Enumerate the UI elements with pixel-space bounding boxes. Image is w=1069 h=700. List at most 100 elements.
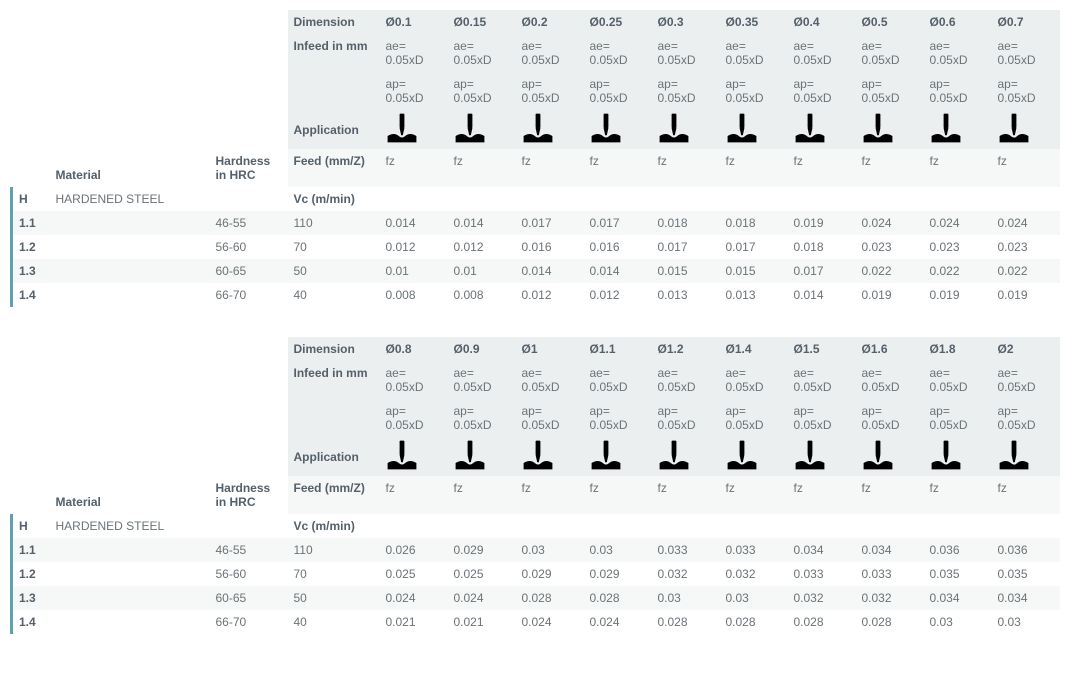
- infeed-ap: ap= 0.05xD: [856, 399, 924, 437]
- application-icon: [992, 110, 1060, 149]
- cell-fz: 0.023: [924, 235, 992, 259]
- application-icon: [992, 437, 1060, 476]
- cell-fz: 0.019: [856, 283, 924, 307]
- infeed-ap: ap= 0.05xD: [720, 72, 788, 110]
- cell-fz: 0.024: [924, 211, 992, 235]
- application-icon: [652, 437, 720, 476]
- label-infeed: Infeed in mm: [288, 34, 380, 110]
- infeed-ap: ap= 0.05xD: [788, 72, 856, 110]
- cell-fz: 0.028: [584, 586, 652, 610]
- label-hardness: Hardness in HRC: [210, 476, 288, 514]
- cell-fz: 0.03: [720, 586, 788, 610]
- cell-fz: 0.033: [720, 538, 788, 562]
- infeed-ae: ae= 0.05xD: [584, 361, 652, 399]
- col-diameter: Ø2: [992, 337, 1060, 361]
- cell-fz: 0.023: [992, 235, 1060, 259]
- table-row: 1.360-65500.010.010.0140.0140.0150.0150.…: [12, 259, 1060, 283]
- cell-fz: 0.023: [856, 235, 924, 259]
- row-vc: 40: [288, 610, 380, 634]
- col-diameter: Ø0.25: [584, 10, 652, 34]
- material-group-name: HARDENED STEEL: [50, 514, 210, 538]
- col-diameter: Ø0.35: [720, 10, 788, 34]
- col-diameter: Ø0.7: [992, 10, 1060, 34]
- cell-fz: 0.014: [448, 211, 516, 235]
- infeed-ap: ap= 0.05xD: [924, 399, 992, 437]
- cell-fz: 0.019: [788, 211, 856, 235]
- infeed-ae: ae= 0.05xD: [516, 361, 584, 399]
- cell-fz: 0.015: [720, 259, 788, 283]
- label-vc: Vc (m/min): [288, 514, 380, 538]
- application-icon: [720, 110, 788, 149]
- infeed-ae: ae= 0.05xD: [992, 34, 1060, 72]
- application-icon: [856, 437, 924, 476]
- cell-fz: 0.033: [652, 538, 720, 562]
- cell-fz: 0.018: [652, 211, 720, 235]
- col-diameter: Ø1.5: [788, 337, 856, 361]
- application-icon: [448, 437, 516, 476]
- row-vc: 40: [288, 283, 380, 307]
- col-fz: fz: [992, 149, 1060, 187]
- cell-fz: 0.024: [516, 610, 584, 634]
- cell-fz: 0.032: [856, 586, 924, 610]
- infeed-ae: ae= 0.05xD: [788, 361, 856, 399]
- application-icon: [856, 110, 924, 149]
- infeed-ap: ap= 0.05xD: [992, 399, 1060, 437]
- infeed-ap: ap= 0.05xD: [380, 72, 448, 110]
- label-material: Material: [50, 149, 210, 187]
- row-vc: 50: [288, 259, 380, 283]
- infeed-ae: ae= 0.05xD: [584, 34, 652, 72]
- cell-fz: 0.033: [788, 562, 856, 586]
- cell-fz: 0.012: [448, 235, 516, 259]
- infeed-ap: ap= 0.05xD: [992, 72, 1060, 110]
- cell-fz: 0.025: [380, 562, 448, 586]
- infeed-ae: ae= 0.05xD: [720, 34, 788, 72]
- infeed-ap: ap= 0.05xD: [584, 399, 652, 437]
- col-fz: fz: [652, 149, 720, 187]
- col-fz: fz: [788, 476, 856, 514]
- row-code: 1.1: [12, 211, 50, 235]
- cell-fz: 0.021: [448, 610, 516, 634]
- row-code: 1.4: [12, 610, 50, 634]
- cell-fz: 0.024: [856, 211, 924, 235]
- col-fz: fz: [992, 476, 1060, 514]
- row-hardness: 46-55: [210, 538, 288, 562]
- cell-fz: 0.03: [924, 610, 992, 634]
- cell-fz: 0.022: [856, 259, 924, 283]
- label-feed: Feed (mm/Z): [288, 476, 380, 514]
- row-code: 1.2: [12, 235, 50, 259]
- infeed-ap: ap= 0.05xD: [652, 399, 720, 437]
- material-group-name: HARDENED STEEL: [50, 187, 210, 211]
- row-hardness: 46-55: [210, 211, 288, 235]
- cell-fz: 0.032: [652, 562, 720, 586]
- col-fz: fz: [856, 476, 924, 514]
- infeed-ae: ae= 0.05xD: [720, 361, 788, 399]
- infeed-ap: ap= 0.05xD: [448, 399, 516, 437]
- col-diameter: Ø1: [516, 337, 584, 361]
- table-row: 1.256-60700.0250.0250.0290.0290.0320.032…: [12, 562, 1060, 586]
- cell-fz: 0.029: [584, 562, 652, 586]
- application-icon: [924, 437, 992, 476]
- col-diameter: Ø0.4: [788, 10, 856, 34]
- col-diameter: Ø0.6: [924, 10, 992, 34]
- application-icon: [516, 437, 584, 476]
- cell-fz: 0.034: [924, 586, 992, 610]
- cell-fz: 0.035: [924, 562, 992, 586]
- infeed-ae: ae= 0.05xD: [924, 361, 992, 399]
- cell-fz: 0.014: [788, 283, 856, 307]
- infeed-ap: ap= 0.05xD: [856, 72, 924, 110]
- infeed-ae: ae= 0.05xD: [448, 361, 516, 399]
- cell-fz: 0.016: [584, 235, 652, 259]
- infeed-ae: ae= 0.05xD: [516, 34, 584, 72]
- col-fz: fz: [516, 476, 584, 514]
- table-row: 1.360-65500.0240.0240.0280.0280.030.030.…: [12, 586, 1060, 610]
- cell-fz: 0.012: [516, 283, 584, 307]
- infeed-ap: ap= 0.05xD: [652, 72, 720, 110]
- col-fz: fz: [584, 149, 652, 187]
- cell-fz: 0.014: [584, 259, 652, 283]
- application-icon: [380, 110, 448, 149]
- application-icon: [584, 110, 652, 149]
- cell-fz: 0.008: [448, 283, 516, 307]
- cell-fz: 0.028: [652, 610, 720, 634]
- cell-fz: 0.017: [720, 235, 788, 259]
- cell-fz: 0.017: [584, 211, 652, 235]
